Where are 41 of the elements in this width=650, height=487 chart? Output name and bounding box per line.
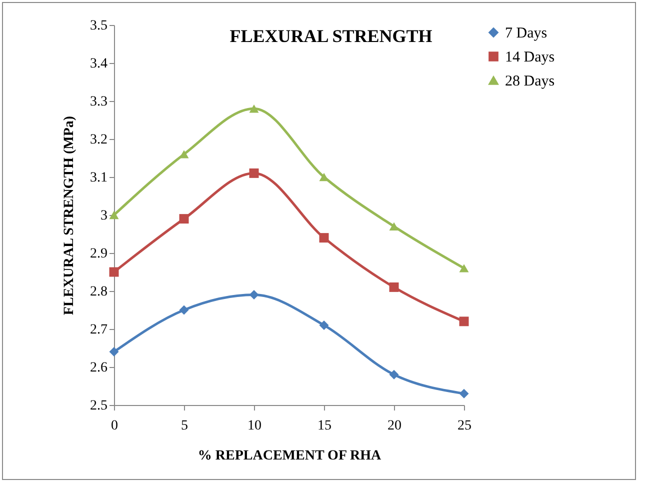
y-tick-label: 3.3 xyxy=(90,94,108,110)
point xyxy=(249,104,259,113)
point xyxy=(249,168,259,178)
point xyxy=(179,150,189,158)
y-tick-label: 3.1 xyxy=(90,170,108,186)
y-tick-label: 3.2 xyxy=(90,132,108,148)
x-tick-label: 25 xyxy=(458,418,472,434)
y-tick-label: 3.4 xyxy=(90,56,108,72)
point xyxy=(459,264,469,272)
point xyxy=(109,267,119,277)
y-tick-label: 3.5 xyxy=(90,18,108,34)
legend-label: 28 Days xyxy=(505,74,555,90)
point xyxy=(179,214,189,224)
y-tick-label: 3 xyxy=(100,208,108,224)
point xyxy=(319,172,329,182)
point xyxy=(389,222,399,231)
y-tick-label: 2.9 xyxy=(90,246,108,262)
x-axis-title: % REPLACEMENT OF RHA xyxy=(198,448,382,464)
x-tick-label: 10 xyxy=(248,418,262,434)
legend-label: 7 Days xyxy=(505,26,548,42)
y-tick-label: 2.6 xyxy=(90,360,108,376)
point xyxy=(459,388,469,398)
y-axis-title: FLEXURAL STRENGTH (MPa) xyxy=(62,116,77,316)
y-tick-label: 2.8 xyxy=(90,284,108,300)
x-tick-label: 0 xyxy=(111,418,118,434)
point xyxy=(249,290,259,300)
x-tick-label: 15 xyxy=(318,418,332,434)
point xyxy=(179,305,189,315)
y-tick-label: 2.7 xyxy=(90,322,108,338)
point xyxy=(109,210,119,220)
y-tick-label: 2.5 xyxy=(90,398,108,414)
point xyxy=(389,282,399,292)
point xyxy=(109,347,119,357)
x-tick-label: 5 xyxy=(181,418,188,434)
chart-title: FLEXURAL STRENGTH xyxy=(230,26,432,46)
point xyxy=(389,370,399,380)
point xyxy=(459,316,469,326)
x-tick-label: 20 xyxy=(388,418,402,434)
point xyxy=(319,320,329,330)
legend-label: 14 Days xyxy=(505,50,555,66)
point xyxy=(319,233,329,243)
